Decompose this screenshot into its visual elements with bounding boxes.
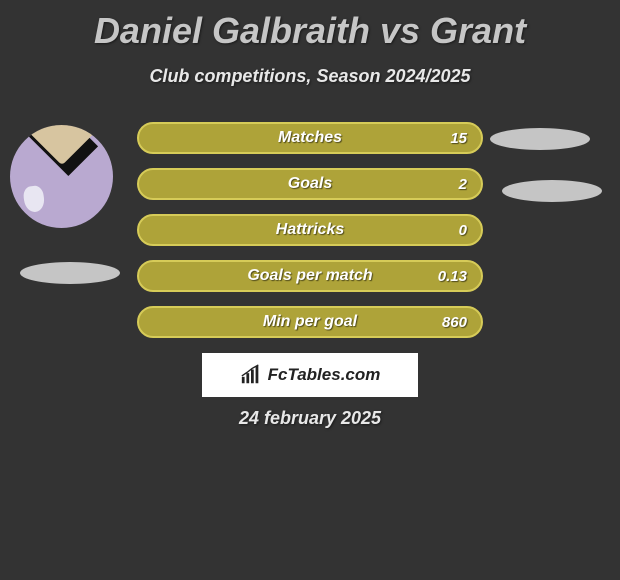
stat-bar-goals-per-match: Goals per match 0.13 bbox=[137, 260, 483, 292]
stat-value: 860 bbox=[442, 314, 467, 331]
stat-value: 15 bbox=[450, 130, 467, 147]
stat-value: 2 bbox=[459, 176, 467, 193]
stat-bar-hattricks: Hattricks 0 bbox=[137, 214, 483, 246]
bar-chart-icon bbox=[240, 364, 262, 386]
stat-label: Goals per match bbox=[247, 267, 372, 285]
stat-label: Matches bbox=[278, 129, 342, 147]
avatar-kit-logo bbox=[22, 185, 45, 214]
stat-value: 0.13 bbox=[438, 268, 467, 285]
stat-bar-min-per-goal: Min per goal 860 bbox=[137, 306, 483, 338]
stat-label: Min per goal bbox=[263, 313, 357, 331]
branding-text: FcTables.com bbox=[268, 365, 381, 385]
stat-bars: Matches 15 Goals 2 Hattricks 0 Goals per… bbox=[137, 122, 483, 352]
subtitle: Club competitions, Season 2024/2025 bbox=[0, 66, 620, 87]
avatar-shadow-right-2 bbox=[502, 180, 602, 202]
avatar-shadow-right-1 bbox=[490, 128, 590, 150]
stat-value: 0 bbox=[459, 222, 467, 239]
page-title: Daniel Galbraith vs Grant bbox=[0, 0, 620, 52]
stat-label: Goals bbox=[288, 175, 332, 193]
player-avatar-left bbox=[10, 125, 113, 228]
stat-bar-matches: Matches 15 bbox=[137, 122, 483, 154]
stat-label: Hattricks bbox=[276, 221, 344, 239]
branding-badge[interactable]: FcTables.com bbox=[202, 353, 418, 397]
date-label: 24 february 2025 bbox=[0, 408, 620, 429]
avatar-shadow-left bbox=[20, 262, 120, 284]
stat-bar-goals: Goals 2 bbox=[137, 168, 483, 200]
